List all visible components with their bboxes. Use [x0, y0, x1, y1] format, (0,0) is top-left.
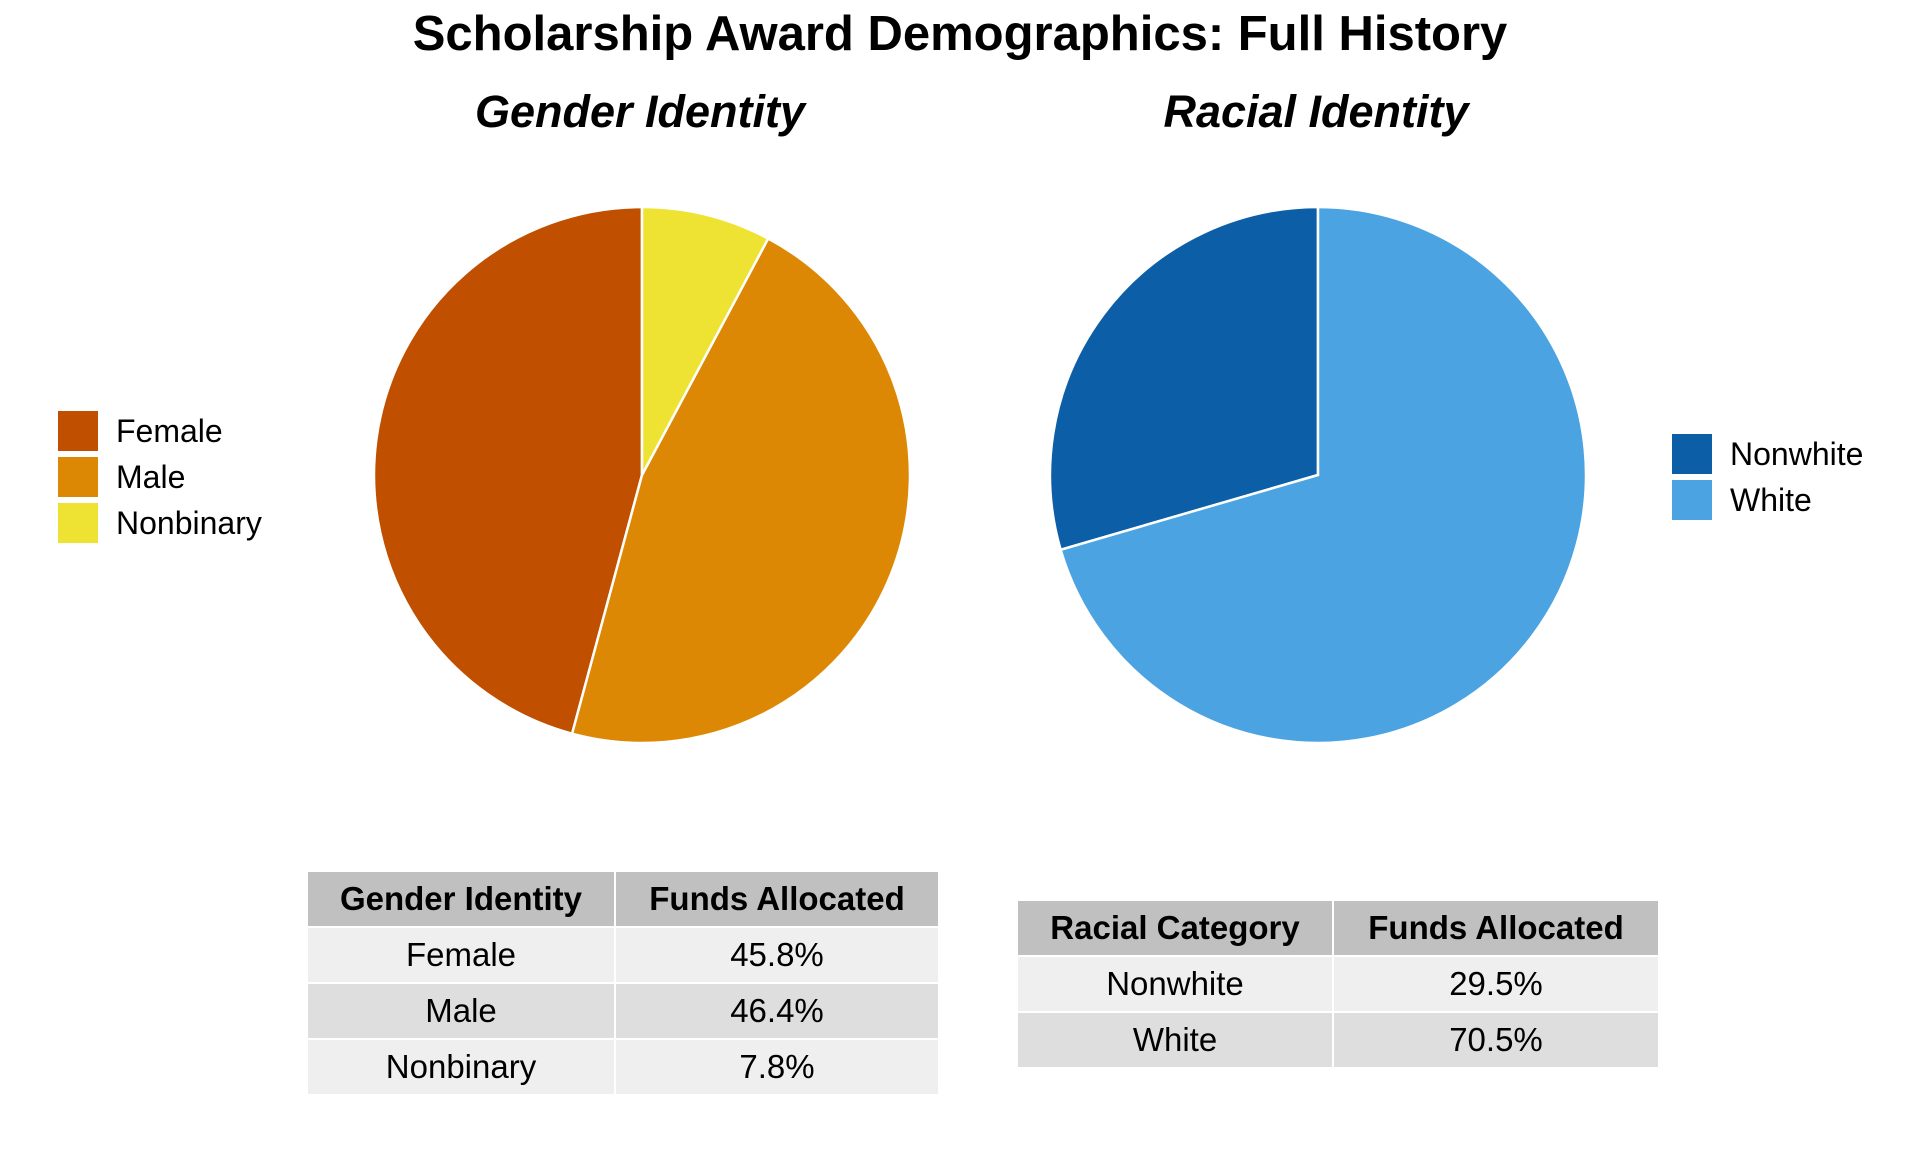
legend-swatch: [58, 503, 98, 543]
table-cell: 29.5%: [1332, 955, 1660, 1013]
table-header-cell: Funds Allocated: [614, 870, 940, 928]
table-row: White 70.5%: [1016, 1011, 1660, 1069]
table-header-cell: Gender Identity: [306, 870, 616, 928]
table-cell: Nonwhite: [1016, 955, 1334, 1013]
gender-pie-title: Gender Identity: [474, 86, 806, 137]
legend-label: Nonbinary: [116, 504, 262, 541]
racial-pie-title: Racial Identity: [1163, 86, 1469, 137]
legend-swatch: [58, 457, 98, 497]
table-header-row: Racial Category Funds Allocated: [1016, 899, 1660, 957]
pie-slice-nonwhite: [1048, 205, 1320, 552]
legend-item-female: Female: [58, 408, 262, 454]
legend-label: Female: [116, 412, 223, 449]
table-row: Female 45.8%: [306, 926, 940, 984]
table-row: Male 46.4%: [306, 982, 940, 1040]
gender-legend: Female Male Nonbinary: [58, 408, 262, 546]
table-cell: 45.8%: [614, 926, 940, 984]
table-cell: White: [1016, 1011, 1334, 1069]
table-row: Nonwhite 29.5%: [1016, 955, 1660, 1013]
table-header-row: Gender Identity Funds Allocated: [306, 870, 940, 928]
legend-item-male: Male: [58, 454, 262, 500]
legend-item-nonbinary: Nonbinary: [58, 500, 262, 546]
gender-pie-chart: [372, 205, 912, 745]
gender-funds-table: Gender Identity Funds Allocated Female 4…: [306, 870, 940, 1096]
table-header-cell: Funds Allocated: [1332, 899, 1660, 957]
legend-swatch: [1672, 480, 1712, 520]
table-row: Nonbinary 7.8%: [306, 1038, 940, 1096]
legend-label: White: [1730, 481, 1812, 518]
legend-item-white: White: [1672, 477, 1863, 523]
legend-swatch: [1672, 434, 1712, 474]
legend-swatch: [58, 411, 98, 451]
pie-slice-nonbinary: [640, 205, 770, 476]
legend-label: Nonwhite: [1730, 435, 1864, 472]
pie-slice-male: [570, 236, 912, 745]
table-cell: Female: [306, 926, 616, 984]
racial-legend: Nonwhite White: [1672, 431, 1863, 523]
table-cell: 46.4%: [614, 982, 940, 1040]
pie-slice-white: [1059, 205, 1588, 745]
table-cell: 70.5%: [1332, 1011, 1660, 1069]
legend-label: Male: [116, 458, 186, 495]
chart-title: Scholarship Award Demographics: Full His…: [412, 7, 1508, 61]
table-cell: Nonbinary: [306, 1038, 616, 1096]
racial-pie-chart: [1048, 205, 1588, 745]
table-header-cell: Racial Category: [1016, 899, 1334, 957]
pie-slice-female: [372, 205, 644, 736]
legend-item-nonwhite: Nonwhite: [1672, 431, 1863, 477]
racial-funds-table: Racial Category Funds Allocated Nonwhite…: [1016, 899, 1660, 1069]
table-cell: Male: [306, 982, 616, 1040]
table-cell: 7.8%: [614, 1038, 940, 1096]
